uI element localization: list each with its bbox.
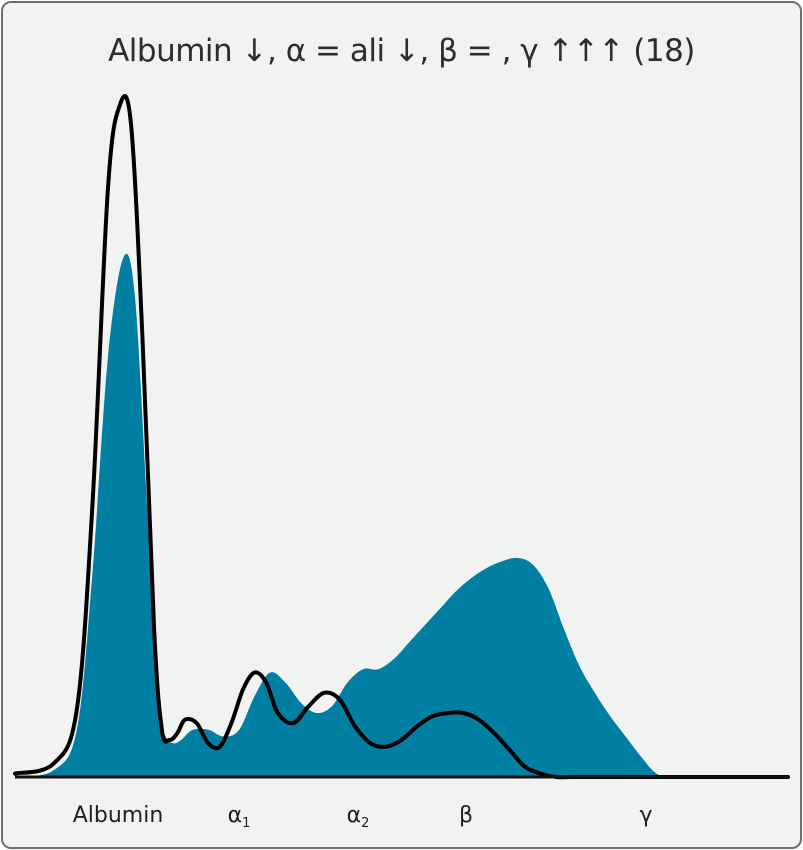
- x-tick-label: α2: [347, 803, 370, 831]
- patient-area-series: [15, 253, 781, 778]
- x-tick-label: γ: [639, 803, 652, 828]
- x-tick-subscript: 1: [242, 816, 251, 831]
- chart-title: Albumin ↓, α = ali ↓, β = , γ ↑↑↑ (18): [108, 33, 695, 69]
- x-tick-label: β: [459, 803, 473, 828]
- x-tick-label: Albumin: [73, 803, 164, 828]
- x-tick-text: Albumin: [72, 803, 164, 828]
- x-tick-subscript: 2: [361, 816, 370, 831]
- x-tick-text: γ: [639, 803, 653, 828]
- x-tick-label: α1: [228, 803, 251, 831]
- electrophoresis-plot: [13, 94, 790, 780]
- x-tick-text: α: [346, 803, 362, 828]
- x-tick-text: α: [227, 803, 243, 828]
- x-tick-text: β: [458, 803, 474, 828]
